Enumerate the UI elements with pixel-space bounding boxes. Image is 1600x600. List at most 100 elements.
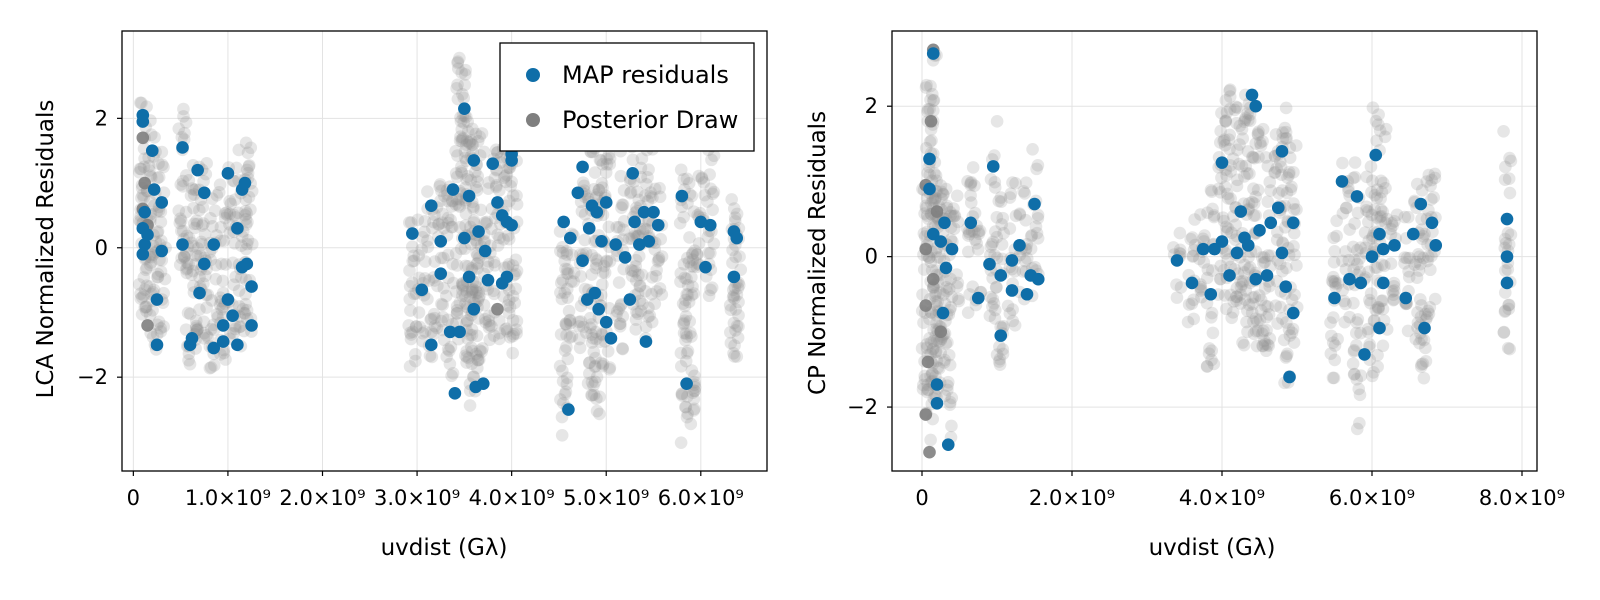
posterior-draw-point: [645, 287, 658, 301]
posterior-draw-point: [492, 184, 506, 197]
posterior-draw-point: [174, 214, 188, 228]
map-residual-point: [609, 238, 622, 251]
posterior-draw-point: [928, 193, 941, 207]
posterior-draw-point: [559, 317, 573, 330]
posterior-draw-point: [454, 165, 468, 178]
posterior-draw-point: [937, 356, 951, 369]
posterior-draw-point: [1326, 336, 1340, 349]
posterior-draw-point: [1258, 299, 1272, 313]
posterior-draw-point: [497, 171, 511, 185]
posterior-draw-point: [600, 158, 614, 171]
map-residual-point: [197, 186, 211, 200]
posterior-draw-point: [560, 282, 574, 296]
posterior-draw-point: [555, 428, 569, 442]
posterior-draw-point: [964, 189, 977, 202]
posterior-draw-point: [690, 248, 704, 261]
posterior-draw-point: [173, 258, 187, 272]
posterior-draw-point: [1415, 358, 1428, 371]
posterior-draw-point: [685, 364, 699, 377]
map-residual-point: [1388, 239, 1401, 252]
posterior-draw-point: [1235, 277, 1249, 291]
posterior-draw-point: [940, 284, 953, 298]
posterior-draw-point: [1261, 195, 1275, 209]
posterior-draw-point: [428, 319, 442, 333]
posterior-draw-point: [1232, 157, 1246, 171]
posterior-draw-point: [1336, 283, 1349, 297]
posterior-draw-point: [1256, 339, 1269, 353]
map-residual-point: [434, 234, 448, 248]
posterior-draw-point: [653, 282, 667, 295]
posterior-draw-point: [707, 185, 721, 199]
posterior-draw-point: [1019, 176, 1033, 189]
posterior-draw-point: [1384, 257, 1398, 270]
posterior-draw-point: [695, 172, 709, 185]
posterior-draw-point: [446, 367, 460, 380]
posterior-draw-point: [436, 310, 450, 324]
posterior-draw-point: [1024, 242, 1038, 256]
posterior-draw-point: [425, 325, 438, 339]
map-residual-point: [1275, 246, 1289, 260]
posterior-draw-point: [1365, 369, 1379, 383]
posterior-draw-point: [203, 361, 217, 375]
posterior-draw-point: [972, 225, 985, 238]
map-residual-point: [994, 269, 1008, 282]
posterior-draw-point: [990, 230, 1004, 244]
posterior-draw-point: [675, 200, 689, 214]
posterior-draw-point: [614, 319, 627, 333]
posterior-draw-point: [1351, 313, 1365, 326]
x-tick-label: 2.0×10⁹: [1029, 486, 1115, 510]
map-residual-point: [500, 270, 514, 284]
posterior-draw-point: [195, 219, 209, 232]
posterior-draw-point: [435, 184, 448, 198]
posterior-draw-point: [193, 203, 206, 217]
posterior-draw-point: [482, 309, 496, 323]
posterior-draw-point: [240, 303, 254, 317]
posterior-draw-point: [1498, 304, 1512, 318]
posterior-draw-point: [1379, 181, 1392, 195]
posterior-draw-point: [1008, 265, 1022, 278]
posterior-draw-point: [1385, 216, 1399, 230]
posterior-draw-point: [934, 334, 947, 347]
posterior-draw-point: [1288, 288, 1301, 302]
posterior-draw-point: [138, 283, 152, 296]
posterior-draw-point: [217, 346, 231, 360]
posterior-draw-point: [458, 78, 472, 92]
posterior-draw-point: [1362, 215, 1375, 229]
posterior-draw-point: [459, 207, 473, 221]
posterior-draw-point: [441, 211, 455, 225]
posterior-draw-point: [453, 220, 467, 234]
posterior-draw-point: [614, 169, 628, 183]
map-residual-point: [231, 338, 244, 352]
posterior-draw-point: [1497, 326, 1511, 339]
posterior-draw-point: [1419, 354, 1433, 368]
posterior-draw-point: [455, 133, 469, 146]
posterior-draw-point: [1498, 305, 1512, 319]
posterior-draw-point: [690, 248, 704, 262]
posterior-draw-point: [479, 217, 493, 230]
posterior-draw-point: [1354, 326, 1367, 340]
posterior-draw-point: [1414, 293, 1427, 306]
map-residual-point: [1249, 99, 1263, 113]
posterior-draw-point: [646, 191, 659, 204]
map-residual-point: [1376, 276, 1390, 290]
posterior-draw-point: [403, 264, 416, 277]
posterior-draw-point: [1347, 345, 1361, 358]
posterior-draw-point: [1256, 339, 1270, 353]
posterior-draw-point: [152, 170, 166, 184]
posterior-draw-point: [455, 123, 469, 136]
posterior-draw-point: [460, 356, 473, 369]
posterior-draw-point: [509, 253, 523, 267]
posterior-draw-point: [441, 248, 455, 262]
posterior-draw-point: [416, 231, 429, 244]
posterior-draw-point: [133, 165, 146, 179]
x-tick-label: 0: [915, 486, 928, 510]
posterior-draw-point: [183, 307, 197, 321]
posterior-draw-point: [727, 202, 741, 215]
posterior-draw-point: [497, 289, 510, 303]
posterior-draw-point: [470, 349, 484, 363]
posterior-draw-point: [687, 404, 701, 417]
map-residual-point: [1196, 242, 1210, 256]
posterior-draw-point: [1375, 294, 1388, 308]
posterior-draw-point: [1230, 116, 1243, 130]
posterior-draw-point: [556, 240, 569, 254]
